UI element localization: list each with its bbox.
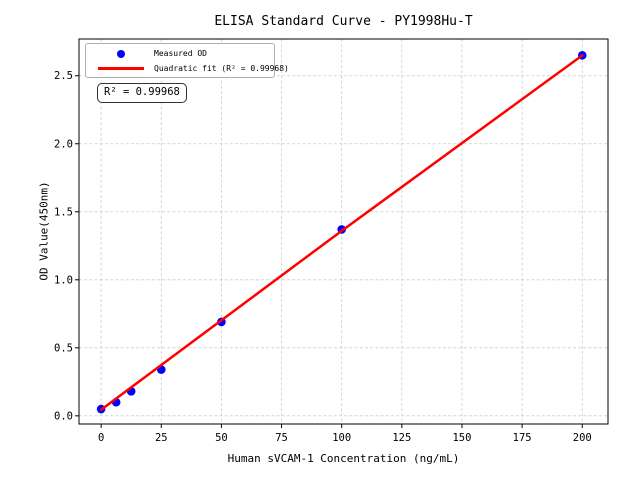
y-tick-label: 0.5 bbox=[54, 342, 73, 354]
fit-line bbox=[99, 54, 584, 411]
x-tick-label: 75 bbox=[275, 432, 288, 444]
chart-title: ELISA Standard Curve - PY1998Hu-T bbox=[214, 14, 473, 29]
legend: Measured OD Quadratic fit (R² = 0.99968) bbox=[85, 43, 289, 78]
x-tick-label: 175 bbox=[513, 432, 532, 444]
legend-label-measured-od: Measured OD bbox=[154, 49, 207, 58]
legend-handle bbox=[96, 49, 146, 58]
x-axis-label: Human sVCAM-1 Concentration (ng/mL) bbox=[227, 452, 460, 465]
legend-label-quadratic-fit: Quadratic fit (R² = 0.99968) bbox=[154, 64, 289, 73]
y-axis-label: OD Value(450nm) bbox=[37, 181, 51, 281]
plot-frame bbox=[78, 38, 609, 425]
r-squared-annotation: R² = 0.99968 bbox=[97, 83, 187, 103]
y-tick-label: 1.5 bbox=[54, 206, 73, 218]
measured-od-marker-icon bbox=[117, 49, 125, 58]
x-tick-label: 150 bbox=[452, 432, 471, 444]
y-tick-label: 2.5 bbox=[54, 70, 73, 82]
x-tick-label: 100 bbox=[332, 432, 351, 444]
x-tick-label: 25 bbox=[155, 432, 168, 444]
x-tick-label: 0 bbox=[98, 432, 104, 444]
fit-line-marker-icon bbox=[98, 67, 144, 70]
legend-entry-measured-od: Measured OD bbox=[86, 46, 274, 61]
y-tick-label: 2.0 bbox=[54, 138, 73, 150]
legend-handle bbox=[96, 67, 146, 70]
x-tick-label: 125 bbox=[392, 432, 411, 444]
y-tick-label: 1.0 bbox=[54, 274, 73, 286]
legend-entry-quadratic-fit: Quadratic fit (R² = 0.99968) bbox=[86, 61, 289, 76]
y-tick-label: 0.0 bbox=[54, 410, 73, 422]
x-tick-label: 200 bbox=[573, 432, 592, 444]
x-tick-label: 50 bbox=[215, 432, 228, 444]
